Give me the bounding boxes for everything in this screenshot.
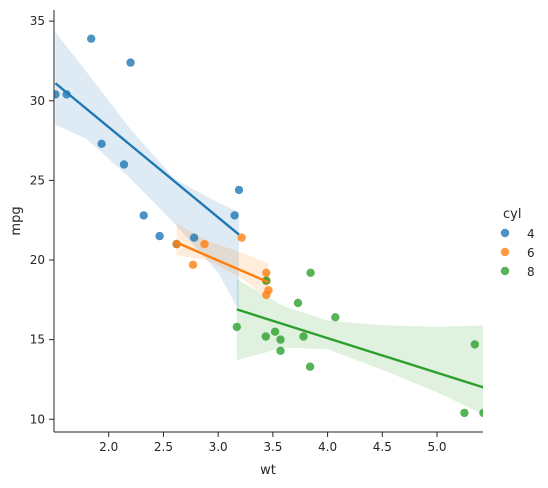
data-point-cyl-8 [305,362,315,371]
legend-label-cyl-8: 8 [527,265,535,279]
x-tick-label: 5.0 [427,440,446,454]
data-point-cyl-4 [54,90,60,99]
data-point-cyl-8 [270,327,280,336]
fit-line-cyl-8 [236,308,483,389]
data-point-cyl-8 [261,332,270,341]
data-point-cyl-8 [470,340,479,349]
y-tick-label: 10 [30,412,45,426]
y-tick-label: 30 [30,94,45,108]
legend-marker-cyl-8 [500,266,510,276]
data-point-cyl-4 [97,139,106,148]
confidence-bands [55,32,483,415]
data-point-cyl-8 [276,346,285,355]
fit-line-cyl-4 [54,82,240,236]
x-tick-label: 4.5 [373,440,392,454]
legend-marker-cyl-4 [500,228,510,238]
data-point-cyl-4 [87,34,96,43]
data-point-cyl-4 [119,160,129,169]
axes [53,10,483,433]
data-point-cyl-6 [262,290,271,300]
fit-line-cyl-6 [176,241,269,284]
data-point-cyl-6 [188,260,198,269]
legend-label-cyl-6: 6 [527,246,535,260]
data-points [54,34,483,418]
data-point-cyl-4 [234,185,244,195]
data-point-cyl-4 [62,90,71,99]
data-point-cyl-8 [276,335,285,344]
ci-band-cyl-8 [236,279,483,415]
data-point-cyl-6 [237,233,246,242]
y-ticks: 10 15 20 25 30 35 [30,14,54,426]
legend-label-cyl-4: 4 [527,227,535,241]
data-point-cyl-8 [479,408,483,418]
x-axis-label: wt [260,463,276,478]
y-tick-label: 20 [30,253,45,267]
legend: cyl 4 6 8 [500,207,535,279]
data-point-cyl-6 [200,239,209,249]
data-point-cyl-8 [331,313,340,322]
y-tick-label: 25 [30,173,45,187]
x-tick-label: 3.5 [263,440,282,454]
regression-lines [54,82,483,389]
data-point-cyl-4 [230,211,239,220]
data-point-cyl-4 [155,231,164,241]
data-point-cyl-4 [139,211,148,220]
x-tick-label: 2.5 [154,440,173,454]
x-ticks: 2.0 2.5 3.0 3.5 4.0 4.5 5.0 [99,432,447,454]
y-tick-label: 35 [30,14,45,28]
legend-marker-cyl-6 [500,247,510,257]
y-tick-label: 15 [30,333,45,347]
data-point-cyl-6 [172,239,181,249]
data-point-cyl-8 [306,268,315,277]
legend-title: cyl [503,207,521,222]
data-point-cyl-8 [299,332,308,341]
data-point-cyl-4 [189,233,199,242]
data-point-cyl-8 [232,322,241,332]
x-tick-label: 4.0 [318,440,337,454]
data-point-cyl-4 [126,58,135,67]
y-axis-label: mpg [9,206,24,235]
ci-band-cyl-4 [55,32,240,312]
x-tick-label: 2.0 [99,440,118,454]
data-point-cyl-6 [262,268,271,277]
data-point-cyl-8 [293,298,303,308]
data-point-cyl-8 [460,408,469,418]
x-tick-label: 3.0 [209,440,228,454]
ci-band-cyl-6 [176,223,269,299]
